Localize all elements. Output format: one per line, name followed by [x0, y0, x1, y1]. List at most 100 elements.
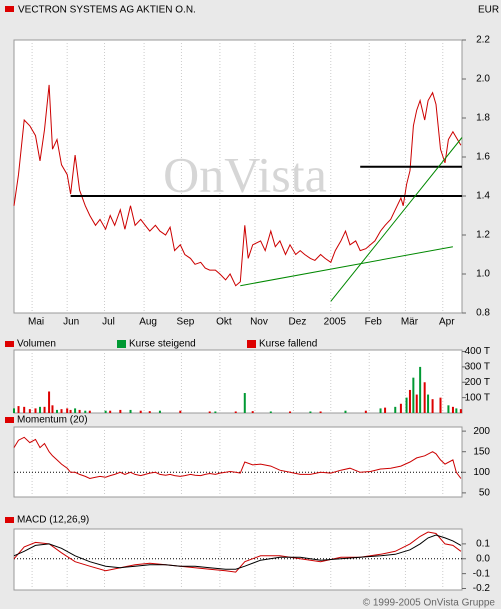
watermark: OnVista: [163, 146, 327, 202]
x-tick-label: Dez: [289, 317, 307, 328]
x-tick-label: Jun: [63, 317, 79, 328]
x-tick-label: Mär: [401, 317, 419, 328]
y-tick-label: 300 T: [465, 362, 490, 373]
y-tick-label: -0.2: [473, 583, 491, 594]
volume-bar: [60, 409, 63, 413]
volume-bar: [408, 389, 411, 413]
legend-label: Kurse fallend: [259, 339, 317, 350]
title-icon: [5, 6, 14, 12]
plot-area: [13, 528, 463, 591]
footer: © 1999-2005 OnVista Gruppe: [363, 598, 496, 609]
volume-bar: [447, 405, 450, 413]
y-tick-label: -0.1: [473, 568, 491, 579]
y-tick-label: 2.0: [476, 74, 490, 85]
price-line: [13, 84, 462, 287]
x-tick-label: Jul: [102, 317, 115, 328]
volume-bar: [78, 409, 81, 413]
volume-bar: [405, 397, 408, 413]
y-tick-label: 1.8: [476, 113, 490, 124]
volume-bar: [17, 406, 20, 413]
trend-line: [240, 246, 453, 287]
volume-bar: [455, 408, 458, 413]
y-tick-label: 200 T: [465, 377, 490, 388]
legend-swatch: [247, 340, 256, 348]
legend-swatch: [117, 340, 126, 348]
plot-area: [13, 39, 463, 314]
x-tick-label: Sep: [177, 317, 195, 328]
series-line: [13, 534, 462, 570]
x-tick-label: Apr: [439, 317, 455, 328]
volume-bar: [459, 409, 462, 413]
panel-title: Momentum (20): [17, 415, 88, 426]
volume-bar: [208, 411, 211, 413]
volume-bar: [139, 410, 142, 413]
volume-bar: [55, 409, 58, 413]
volume-bar: [158, 410, 161, 413]
title-icon: [5, 417, 14, 423]
volume-bar: [344, 410, 347, 413]
volume-bar: [309, 411, 312, 413]
volume-bar: [74, 408, 77, 413]
volume-bar: [104, 410, 107, 413]
volume-bar: [399, 403, 402, 413]
volume-bar: [412, 377, 415, 413]
plot-area: [13, 349, 463, 414]
volume-bar: [423, 382, 426, 413]
legend-label: Kurse steigend: [129, 339, 196, 350]
currency: EUR: [478, 5, 499, 16]
volume-bar: [289, 411, 292, 413]
x-tick-label: Mai: [28, 317, 44, 328]
volume-bar: [129, 409, 132, 413]
panel-title: Volumen: [17, 339, 56, 350]
volume-bar: [451, 406, 454, 413]
price-line: [13, 436, 462, 480]
volume-bar: [384, 407, 387, 413]
y-tick-label: 1.4: [476, 191, 490, 202]
y-tick-label: 1.0: [476, 269, 490, 280]
volume-bar: [431, 399, 434, 413]
volume-bar: [251, 411, 254, 413]
volume-bar: [379, 408, 382, 413]
y-tick-label: 100 T: [465, 392, 490, 403]
volume-bar: [415, 394, 418, 413]
volume-bar: [364, 410, 367, 413]
x-tick-label: Feb: [365, 317, 383, 328]
y-tick-label: 0.8: [476, 308, 490, 319]
y-tick-label: 150: [473, 446, 490, 457]
y-tick-label: 50: [479, 488, 491, 499]
y-tick-label: 0.0: [476, 553, 490, 564]
volume-bar: [419, 366, 422, 413]
x-tick-label: Okt: [216, 317, 232, 328]
volume-bar: [28, 409, 31, 413]
volume-bar: [148, 411, 151, 413]
volume-bar: [427, 394, 430, 413]
y-tick-label: 1.6: [476, 152, 490, 163]
y-tick-label: 1.2: [476, 230, 490, 241]
volume-bar: [39, 406, 42, 413]
volume-bar: [43, 406, 46, 413]
trend-line: [330, 137, 463, 302]
volume-bar: [179, 410, 182, 413]
volume-bar: [23, 406, 26, 413]
x-tick-label: 2005: [324, 317, 347, 328]
volume-bar: [69, 409, 72, 413]
volume-bar: [269, 411, 272, 413]
volume-bar: [394, 406, 397, 413]
volume-bar: [88, 410, 91, 413]
y-tick-label: 100: [473, 467, 490, 478]
y-tick-label: 400 T: [465, 346, 490, 357]
y-tick-label: 200: [473, 426, 490, 437]
series-line: [13, 531, 462, 573]
volume-bar: [109, 410, 112, 413]
x-tick-label: Nov: [250, 317, 268, 328]
volume-bar: [84, 410, 87, 413]
volume-bar: [243, 393, 246, 413]
volume-bar: [119, 409, 122, 413]
volume-bar: [214, 411, 217, 413]
volume-bar: [51, 405, 54, 413]
volume-bar: [319, 411, 322, 413]
plot-area: [13, 426, 463, 498]
title-icon: [5, 341, 14, 347]
